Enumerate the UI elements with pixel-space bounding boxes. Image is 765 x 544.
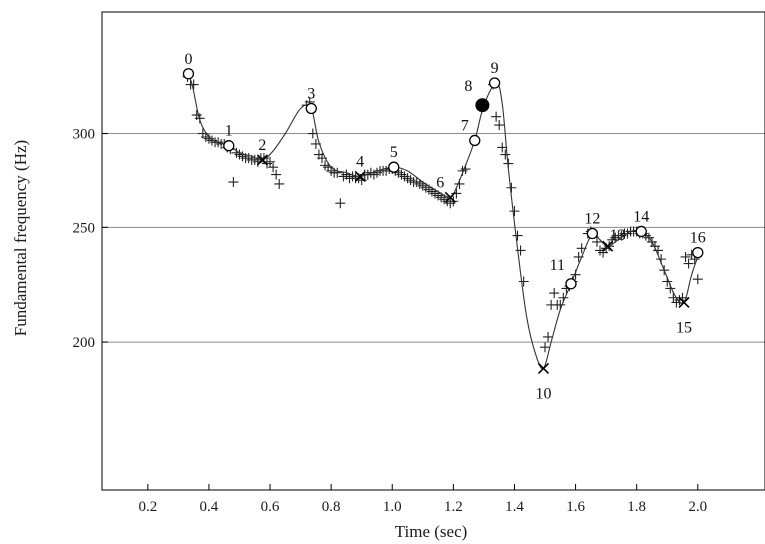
target-point-label: 10: [535, 385, 551, 402]
x-tick-label: 1.8: [627, 499, 646, 515]
sample-plus-marker: [518, 276, 529, 287]
target-point-circle: [182, 68, 195, 80]
y-tick-label: 200: [73, 335, 96, 351]
target-point-label: 11: [550, 257, 565, 274]
sample-plus-marker: [540, 342, 551, 353]
sample-plus-marker: [491, 111, 502, 122]
y-tick-label: 250: [73, 220, 96, 236]
target-point-circle: [388, 161, 400, 173]
sample-plus-marker: [692, 274, 703, 285]
sample-plus-marker: [512, 230, 523, 241]
sample-plus-marker: [543, 331, 554, 342]
f0-contour-line: [186, 73, 700, 370]
target-point-cross: [678, 296, 690, 309]
sample-plus-marker: [509, 206, 520, 217]
sample-plus-marker: [494, 120, 505, 131]
target-point-label: 1: [225, 123, 233, 140]
sample-plus-marker: [188, 79, 199, 90]
target-point-cross: [444, 191, 456, 203]
target-point-label: 9: [491, 60, 499, 77]
target-point-circle: [223, 140, 235, 152]
sample-plus-marker: [332, 167, 343, 178]
target-point-cross: [256, 154, 268, 166]
sample-plus-marker: [680, 251, 691, 262]
target-point-label: 4: [356, 153, 364, 170]
sample-plus-marker: [274, 178, 285, 189]
target-point-circle: [469, 134, 481, 147]
target-point-label: 5: [390, 144, 398, 161]
target-point-circle: [586, 227, 599, 240]
x-tick-label: 0.2: [138, 499, 157, 515]
sample-plus-marker: [228, 177, 239, 188]
sample-plus-marker: [497, 142, 508, 153]
sample-plus-marker: [265, 156, 276, 167]
target-point-circle: [635, 225, 647, 238]
target-point-label: 3: [307, 85, 315, 102]
target-point-circle: [305, 102, 317, 115]
target-point-label: 12: [584, 211, 600, 228]
f0-samples: [182, 71, 703, 353]
target-point-circle: [692, 246, 704, 259]
target-point-cross: [354, 170, 366, 183]
target-point-label: 16: [690, 230, 706, 247]
x-tick-label: 2.0: [688, 499, 707, 515]
target-point-cross: [602, 240, 614, 252]
gridlines: [102, 133, 765, 343]
plot-frame: [101, 11, 765, 491]
x-tick-label: 1.2: [444, 499, 463, 515]
sample-plus-marker: [549, 288, 560, 299]
sample-plus-marker: [268, 162, 279, 173]
sample-plus-marker: [335, 198, 346, 209]
x-axis-title: Time (sec): [395, 522, 468, 541]
x-axis-ticks: 0.2 0.4 0.6 0.8 1.0 1.2 1.4 1.6 1.8 2.0: [138, 484, 707, 515]
sample-plus-marker: [500, 149, 511, 160]
x-tick-label: 1.6: [566, 499, 585, 515]
y-axis-title: Fundamental frequency (Hz): [11, 140, 30, 336]
sample-plus-marker: [683, 258, 694, 269]
y-tick-label: 300: [73, 127, 96, 143]
x-tick-label: 0.8: [322, 499, 341, 515]
sample-plus-marker: [307, 128, 318, 139]
target-point-label: 8: [464, 78, 472, 95]
target-point-label: 13: [610, 227, 626, 244]
x-tick-label: 0.6: [261, 499, 280, 515]
target-point-label: 15: [676, 319, 692, 336]
x-tick-label: 0.4: [200, 499, 219, 515]
target-point-label: 7: [461, 117, 469, 134]
x-tick-label: 1.4: [505, 499, 524, 515]
y-axis-ticks: 200 250 300: [73, 127, 108, 351]
target-point-label: 14: [633, 208, 649, 225]
x-tick-label: 1.0: [383, 499, 402, 515]
target-point-label: 2: [258, 137, 266, 154]
target-point-label: 6: [436, 174, 444, 191]
target-point-filled: [475, 98, 490, 113]
sample-plus-marker: [591, 236, 602, 247]
sample-plus-marker: [271, 169, 282, 180]
target-point-label: 0: [184, 51, 192, 68]
target-point-circle: [488, 77, 501, 89]
target-point-cross: [537, 362, 550, 375]
target-point-circle: [565, 278, 577, 290]
sample-plus-marker: [506, 182, 517, 193]
